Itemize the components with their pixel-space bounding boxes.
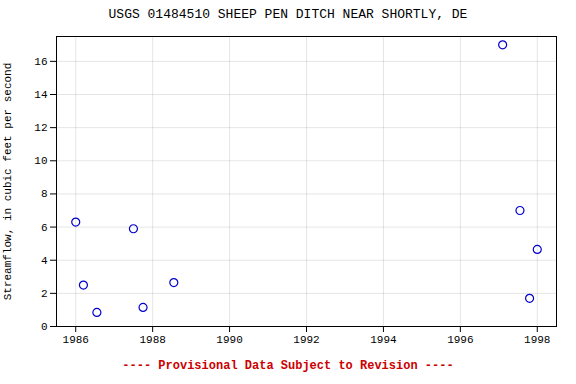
svg-text:0: 0 bbox=[41, 321, 48, 333]
svg-text:1990: 1990 bbox=[216, 334, 242, 346]
svg-text:14: 14 bbox=[34, 89, 48, 101]
svg-text:2: 2 bbox=[41, 288, 48, 300]
svg-text:1996: 1996 bbox=[447, 334, 473, 346]
svg-text:1994: 1994 bbox=[370, 334, 397, 346]
svg-text:10: 10 bbox=[34, 155, 47, 167]
svg-text:Streamflow, in cubic feet per: Streamflow, in cubic feet per second bbox=[2, 63, 14, 301]
svg-text:1998: 1998 bbox=[524, 334, 550, 346]
svg-text:16: 16 bbox=[34, 56, 47, 68]
svg-text:8: 8 bbox=[41, 188, 48, 200]
svg-text:1986: 1986 bbox=[63, 334, 89, 346]
svg-text:1988: 1988 bbox=[139, 334, 165, 346]
svg-text:1992: 1992 bbox=[293, 334, 319, 346]
html-text:---- Provisional Data Subject: ---- Provisional Data Subject to Revisio… bbox=[122, 359, 454, 373]
svg-text:12: 12 bbox=[34, 122, 47, 134]
html-text:USGS 01484510 SHEEP PEN DITCH: USGS 01484510 SHEEP PEN DITCH NEAR SHORT… bbox=[108, 7, 468, 22]
svg-text:4: 4 bbox=[41, 255, 48, 267]
svg-text:6: 6 bbox=[41, 222, 48, 234]
